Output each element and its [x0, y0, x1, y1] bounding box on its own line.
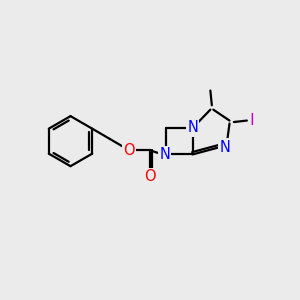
Text: I: I	[250, 113, 254, 128]
Text: N: N	[159, 147, 170, 162]
Text: N: N	[220, 140, 230, 154]
Text: O: O	[123, 142, 135, 158]
Text: O: O	[144, 169, 155, 184]
Text: N: N	[187, 120, 198, 135]
